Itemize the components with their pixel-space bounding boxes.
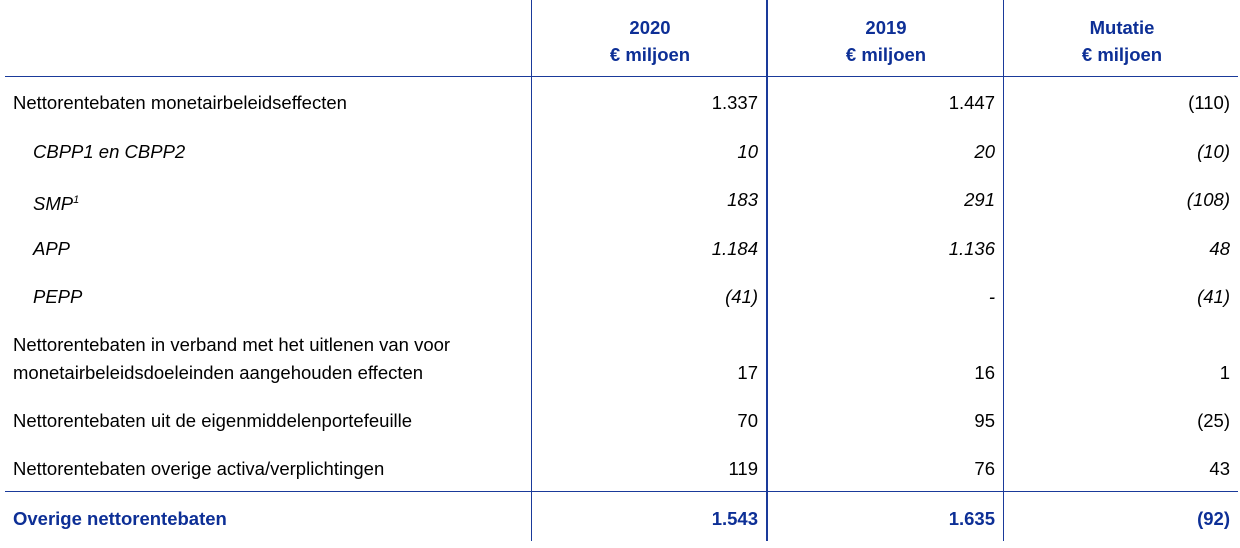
row-label: SMP1 <box>33 186 79 218</box>
value-2020: 183 <box>727 189 758 210</box>
row-label-text: SMP <box>33 193 74 215</box>
column-divider <box>531 0 532 541</box>
column-divider <box>766 0 768 541</box>
total-rule <box>5 491 1238 492</box>
value-2020: (41) <box>725 286 758 307</box>
value-2020: 119 <box>728 458 759 479</box>
total-2019: 1.635 <box>948 508 995 529</box>
header-year: 2020 <box>629 17 671 38</box>
row-label: CBPP1 en CBPP2 <box>33 141 186 162</box>
value-mutatie: (110) <box>1188 92 1230 113</box>
row-label-line: monetairbeleidsdoeleinden aangehouden ef… <box>13 362 424 383</box>
column-header-mutatie: Mutatie € miljoen <box>1004 14 1240 68</box>
row-label: Nettorentebaten monetairbeleidseffecten <box>13 92 347 113</box>
total-mutatie: (92) <box>1197 508 1230 529</box>
header-year: 2019 <box>865 17 907 38</box>
column-divider <box>1003 0 1004 541</box>
value-2020: 1.184 <box>711 238 758 259</box>
column-header-2019: 2019 € miljoen <box>768 14 1004 68</box>
row-label: Nettorentebaten in verband met het uitle… <box>13 331 450 387</box>
value-mutatie: 1 <box>1219 362 1230 383</box>
header-rule <box>5 76 1238 77</box>
value-2020: 17 <box>737 362 758 383</box>
value-2019: 76 <box>974 458 995 479</box>
value-2019: 95 <box>974 410 995 431</box>
value-mutatie: 48 <box>1209 238 1230 259</box>
value-mutatie: (41) <box>1197 286 1230 307</box>
value-mutatie: 43 <box>1209 458 1230 479</box>
value-2019: 1.136 <box>948 238 995 259</box>
column-header-2020: 2020 € miljoen <box>532 14 768 68</box>
footnote-marker: 1 <box>73 194 80 206</box>
row-label: APP <box>33 238 71 259</box>
value-2019: - <box>988 286 995 307</box>
value-mutatie: (108) <box>1186 189 1230 210</box>
value-2020: 1.337 <box>711 92 758 113</box>
header-unit: € miljoen <box>845 44 927 65</box>
row-label: Nettorentebaten overige activa/verplicht… <box>13 458 385 479</box>
header-unit: € miljoen <box>1081 44 1163 65</box>
value-2019: 16 <box>974 362 995 383</box>
row-label-line: Nettorentebaten in verband met het uitle… <box>13 334 451 355</box>
value-2019: 291 <box>964 189 995 210</box>
value-2020: 10 <box>737 141 758 162</box>
header-unit: € miljoen <box>609 44 691 65</box>
value-mutatie: (10) <box>1197 141 1230 162</box>
value-2019: 1.447 <box>948 92 995 113</box>
value-mutatie: (25) <box>1197 410 1230 431</box>
value-2019: 20 <box>974 141 995 162</box>
total-label: Overige nettorentebaten <box>13 508 227 529</box>
row-label: PEPP <box>33 286 83 307</box>
total-2020: 1.543 <box>711 508 758 529</box>
row-label: Nettorentebaten uit de eigenmiddelenport… <box>13 410 413 431</box>
header-title: Mutatie <box>1089 17 1155 38</box>
value-2020: 70 <box>737 410 758 431</box>
